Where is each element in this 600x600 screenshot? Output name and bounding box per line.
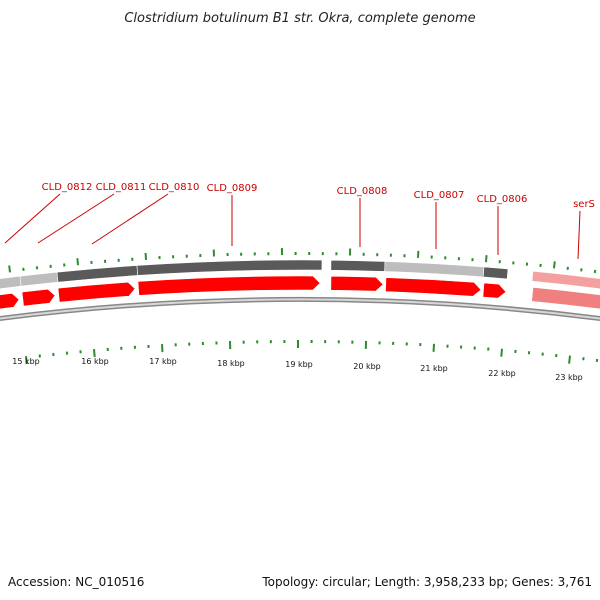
feature-bar[interactable] xyxy=(531,270,600,291)
feature-bar[interactable] xyxy=(384,261,485,278)
accession-text: Accession: NC_010516 xyxy=(8,575,144,589)
gene-label[interactable]: CLD_0810 xyxy=(149,182,200,193)
scale-label: 17 kbp xyxy=(149,357,177,366)
feature-bar[interactable] xyxy=(0,275,22,291)
gene-arrow[interactable] xyxy=(385,277,482,297)
gene-label[interactable]: serS xyxy=(573,199,595,210)
map-title: Clostridium botulinum B1 str. Okra, comp… xyxy=(124,11,475,26)
gene-arrow[interactable] xyxy=(57,281,136,303)
gene-arrow[interactable] xyxy=(482,282,507,299)
scale-label: 19 kbp xyxy=(285,360,313,369)
scale-label: 15 kbp xyxy=(12,357,40,366)
genome-backbone-highlight xyxy=(0,298,600,320)
genome-arcs xyxy=(0,259,600,322)
leader-line xyxy=(37,193,115,244)
scale-label: 21 kbp xyxy=(420,364,448,373)
gene-label[interactable]: CLD_0806 xyxy=(477,194,528,205)
scale-label: 16 kbp xyxy=(81,357,109,366)
gene-label[interactable]: CLD_0808 xyxy=(337,186,388,197)
gene-arrow[interactable] xyxy=(137,275,321,296)
upper-tick xyxy=(553,261,556,269)
lower-tick xyxy=(568,355,571,364)
upper-tick-marks xyxy=(8,248,597,274)
upper-tick xyxy=(485,255,488,263)
leader-line xyxy=(4,193,61,244)
gene-arrow[interactable] xyxy=(21,288,56,307)
genome-backbone xyxy=(0,296,600,322)
lower-tick xyxy=(500,348,503,357)
feature-bar[interactable] xyxy=(136,259,323,276)
gene-labels: CLD_0812 CLD_0811 CLD_0810 CLD_0809 CLD_… xyxy=(42,182,595,210)
gene-label[interactable]: CLD_0812 xyxy=(42,182,93,193)
feature-bar[interactable] xyxy=(330,259,386,272)
gene-arrow[interactable] xyxy=(531,286,600,310)
scale-label: 23 kbp xyxy=(555,373,583,382)
leader-line xyxy=(91,193,169,245)
gene-label[interactable]: CLD_0811 xyxy=(96,182,147,193)
feature-bar[interactable] xyxy=(482,266,509,280)
lower-tick-marks xyxy=(25,340,599,365)
scale-label: 18 kbp xyxy=(217,359,245,368)
genome-summary: Topology: circular; Length: 3,958,233 bp… xyxy=(261,575,592,589)
gene-leader-lines xyxy=(4,193,581,260)
scale-labels: 15 kbp 16 kbp 17 kbp 18 kbp 19 kbp 20 kb… xyxy=(12,357,583,382)
feature-bar[interactable] xyxy=(19,271,59,287)
lower-tick xyxy=(93,348,96,358)
leader-line xyxy=(577,210,581,260)
gene-arrow[interactable] xyxy=(330,275,384,292)
gene-label[interactable]: CLD_0807 xyxy=(414,190,465,201)
scale-label: 20 kbp xyxy=(353,362,381,371)
lower-tick xyxy=(25,355,28,365)
upper-tick xyxy=(8,265,11,273)
feature-bar[interactable] xyxy=(56,265,138,283)
scale-label: 22 kbp xyxy=(488,369,516,378)
gene-arrow[interactable] xyxy=(0,292,20,311)
upper-tick xyxy=(76,258,79,266)
gene-label[interactable]: CLD_0809 xyxy=(207,183,258,194)
